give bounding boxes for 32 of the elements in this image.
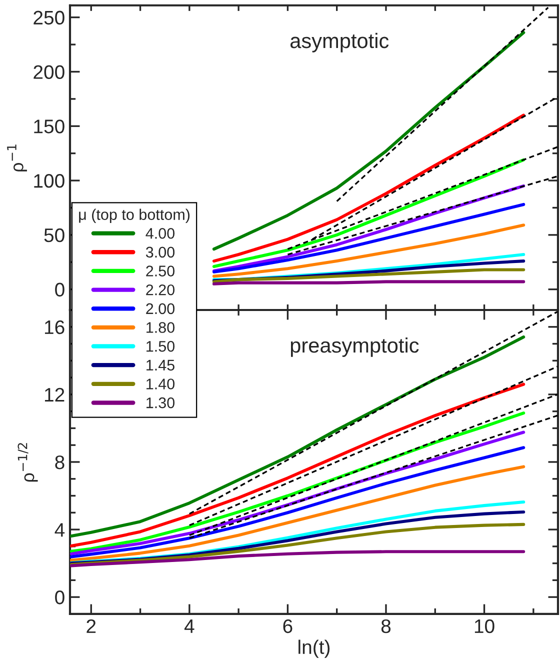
legend-label: 1.50	[146, 340, 174, 352]
legend-label: 2.50	[146, 266, 174, 276]
x-tick-label: 10	[474, 619, 494, 634]
x-tick-label: 4	[184, 620, 194, 633]
legend-label: 1.80	[146, 322, 174, 333]
legend-label: 3.00	[146, 246, 174, 258]
x-tick-label: 6	[283, 619, 292, 634]
x-tick-label: 2	[86, 619, 96, 633]
annotation: asymptotic	[290, 32, 389, 52]
y-axis-title: ρ$^{−1}$	[7, 144, 27, 172]
annotation: preasymptotic	[290, 337, 419, 357]
y-tick-label: 12	[44, 388, 64, 402]
y-tick-label: 250	[34, 10, 64, 25]
y-tick-label: 16	[44, 320, 64, 334]
y-tick-label: 8	[55, 455, 64, 470]
y-tick-label: 0	[55, 590, 64, 604]
legend-label: 4.00	[146, 228, 174, 239]
legend-label: 1.30	[146, 397, 174, 408]
legend-label: 2.20	[146, 284, 174, 296]
legend-label: 1.40	[146, 378, 174, 390]
y-tick-label: 4	[54, 523, 65, 537]
x-tick-label: 8	[381, 619, 391, 634]
y-tick-label: 200	[34, 65, 64, 79]
y-tick-label: 50	[44, 228, 64, 242]
y-tick-label: 150	[34, 120, 64, 134]
y-axis-title: ρ$^{−1/2}$	[18, 443, 38, 482]
x-axis-title: ln(t)	[298, 640, 330, 658]
y-tick-label: 0	[55, 282, 64, 297]
legend-label: 1.45	[146, 360, 174, 371]
y-tick-label: 100	[34, 174, 64, 188]
legend-label: 2.00	[146, 303, 174, 314]
legend-title: μ (top to bottom)	[79, 208, 190, 223]
